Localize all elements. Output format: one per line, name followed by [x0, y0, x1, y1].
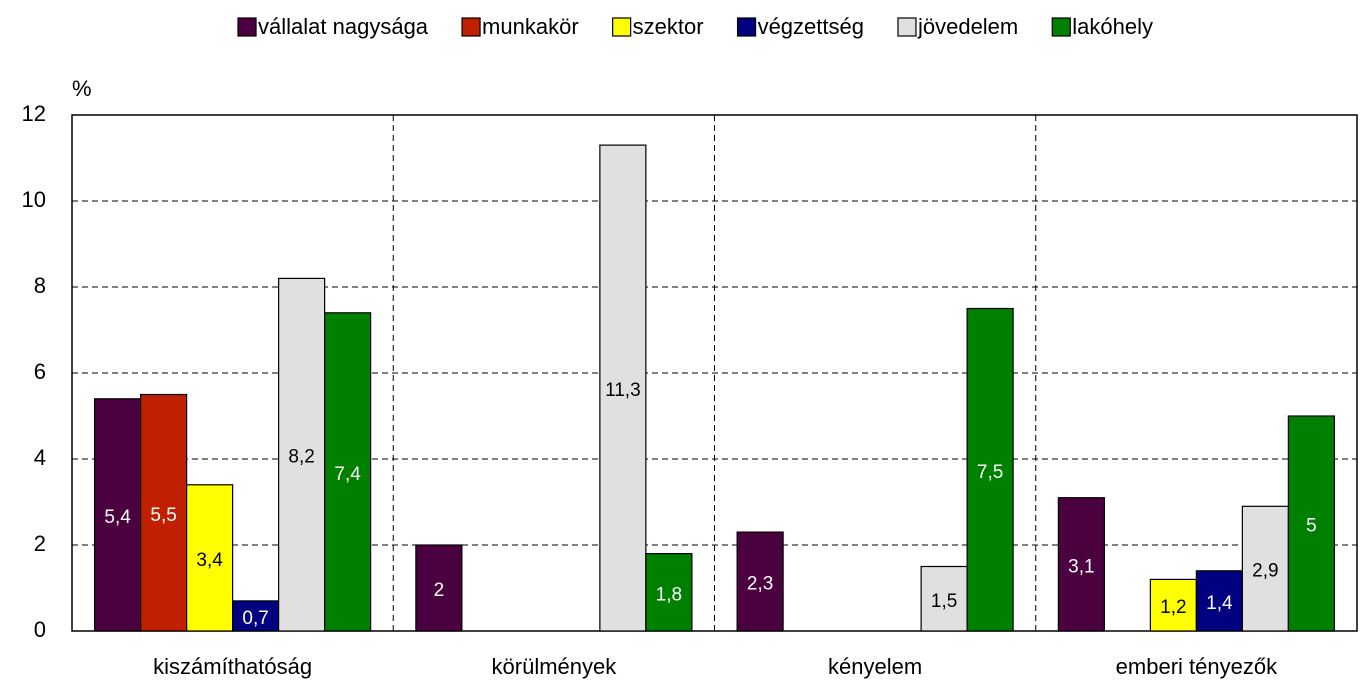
legend-label: vállalat nagysága [258, 14, 429, 39]
bar [415, 544, 463, 632]
legend-swatch [461, 17, 481, 37]
data-label: 5,4 [104, 507, 131, 528]
y-tick-label: 12 [22, 101, 46, 126]
data-label: 3,1 [1068, 556, 1094, 577]
data-label: 1,4 [1206, 593, 1233, 614]
data-label: 0,7 [242, 608, 268, 629]
x-tick-label: emberi tényezők [1116, 654, 1278, 679]
y-tick-label: 0 [34, 617, 46, 642]
x-tick-label: kényelem [828, 654, 922, 679]
legend-swatch [897, 17, 917, 37]
legend-label: végzettség [758, 14, 864, 39]
y-tick-label: 6 [34, 359, 46, 384]
legend-label: szektor [633, 14, 704, 39]
data-label: 11,3 [605, 380, 641, 401]
bar [140, 393, 188, 632]
bar [324, 312, 372, 632]
y-tick-label: 8 [34, 273, 46, 298]
legend-label: munkakör [482, 14, 579, 39]
y-tick-label: 10 [22, 187, 46, 212]
bar [599, 144, 647, 632]
data-label: 2,3 [747, 574, 773, 595]
legend-swatch [736, 17, 757, 37]
data-label: 1,2 [1160, 597, 1186, 618]
data-label: 3,4 [196, 550, 223, 571]
data-label: 5,5 [150, 505, 176, 526]
bar [1287, 415, 1335, 632]
bar [920, 565, 968, 632]
legend-label: lakóhely [1072, 14, 1153, 39]
data-label: 5 [1306, 516, 1317, 537]
y-tick-label: 4 [34, 445, 46, 470]
legend-label: jövedelem [917, 14, 1018, 39]
x-tick-label: körülmények [492, 654, 618, 679]
legend-swatch [1051, 17, 1071, 37]
y-tick-label: 2 [34, 531, 46, 556]
data-label: 7,5 [977, 462, 1003, 483]
bar [645, 552, 693, 632]
legend-swatch [237, 17, 257, 37]
bar [186, 484, 234, 632]
data-label: 2 [434, 580, 445, 601]
data-label: 8,2 [288, 447, 314, 468]
bar [1057, 497, 1105, 632]
data-label: 2,9 [1252, 561, 1278, 582]
bar [94, 398, 142, 632]
data-label: 1,8 [656, 584, 682, 605]
bar [278, 277, 326, 632]
bar [966, 307, 1014, 632]
x-tick-label: kiszámíthatóság [153, 654, 312, 679]
plot-frame [71, 114, 1358, 632]
data-label: 7,4 [334, 464, 361, 485]
legend-swatch [612, 17, 632, 37]
bar [736, 531, 784, 632]
y-axis-label: % [72, 76, 92, 101]
data-label: 1,5 [931, 591, 957, 612]
